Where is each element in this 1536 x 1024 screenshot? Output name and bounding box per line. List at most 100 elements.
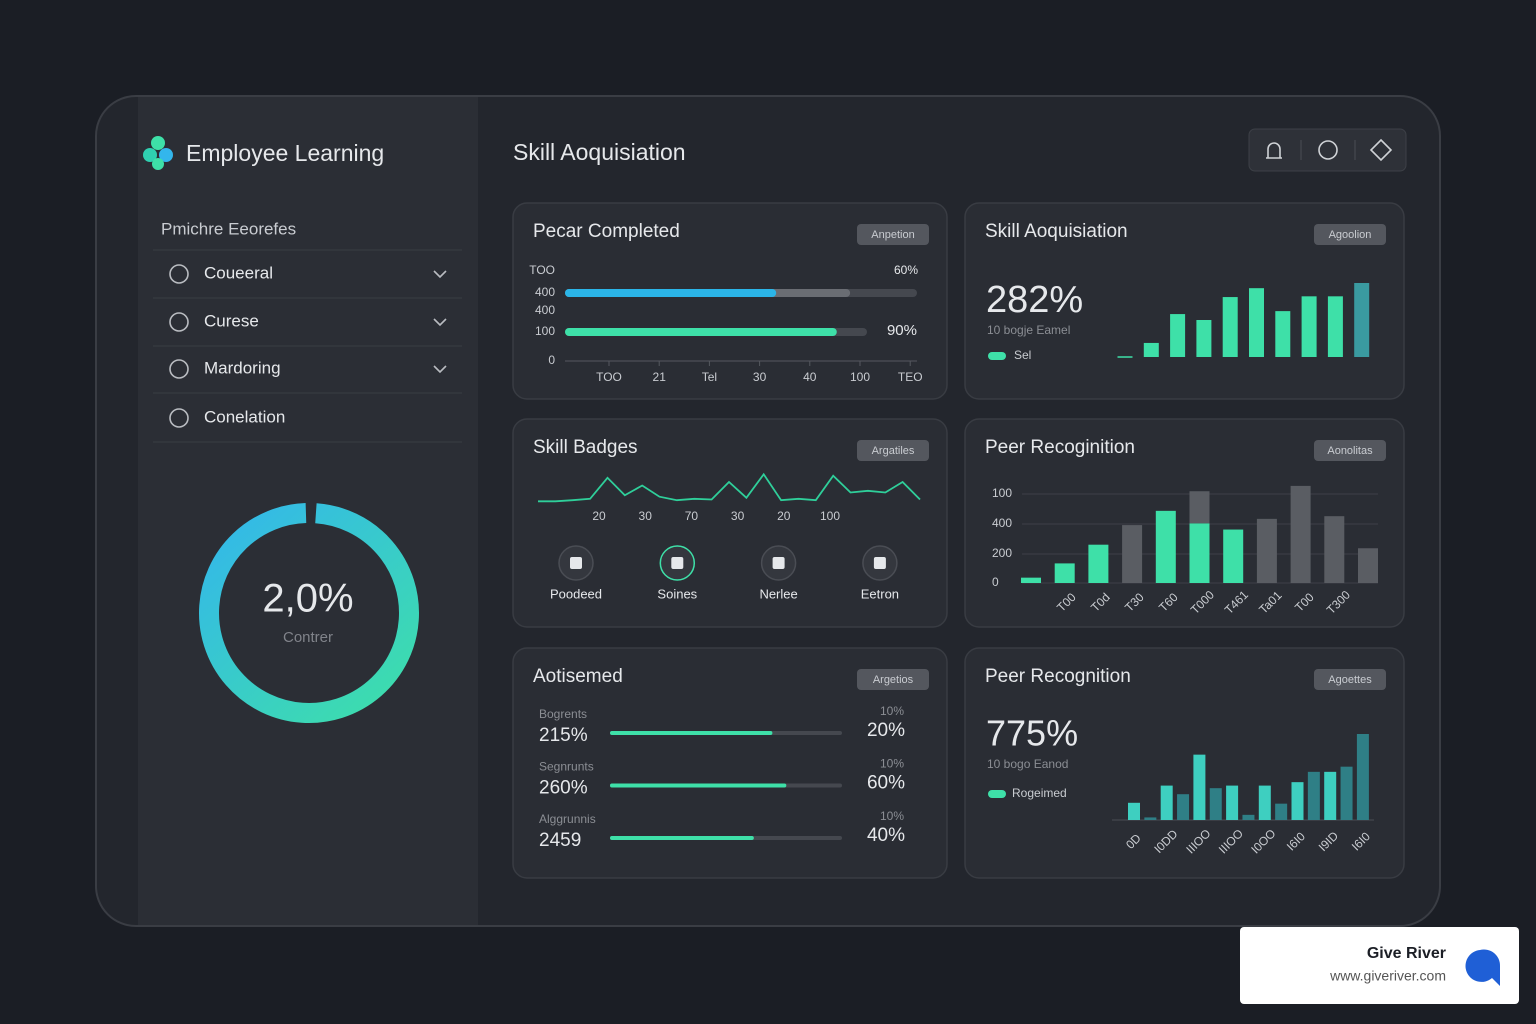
x-label: 30 <box>639 509 653 523</box>
y-label: TOO <box>529 263 555 277</box>
row-note: 10% <box>880 704 904 718</box>
row-note: 10% <box>880 809 904 823</box>
badge <box>1314 224 1386 245</box>
x-label: Tel <box>702 370 717 384</box>
card-title: Skill Badges <box>533 437 638 458</box>
badge-item-label: Nerlee <box>759 586 797 601</box>
bar <box>1054 563 1075 583</box>
bar <box>1290 485 1311 583</box>
badge-label: Anpetion <box>871 229 914 241</box>
bar <box>1170 314 1186 357</box>
legend-label: Rogeimed <box>1012 786 1067 800</box>
card <box>964 202 1405 400</box>
y-label: 100 <box>535 324 555 338</box>
menu-label: Coueeral <box>204 263 273 282</box>
kpi-sub: 10 bogje Eamel <box>987 323 1070 337</box>
badge <box>1314 440 1386 461</box>
menu-icon <box>169 264 189 284</box>
badge-glyph <box>772 557 785 569</box>
bar <box>1128 802 1140 820</box>
x-label: TOO <box>596 370 622 384</box>
y-label: 0 <box>992 575 999 589</box>
chevron[interactable] <box>433 270 447 279</box>
bar <box>1291 782 1304 820</box>
bar <box>1189 523 1210 583</box>
chevron[interactable] <box>433 318 447 327</box>
bar <box>1193 754 1206 820</box>
bar <box>1307 771 1320 820</box>
x-label: 100 <box>820 509 840 523</box>
page-title: Skill Aoquisiation <box>513 139 686 165</box>
chevron[interactable] <box>433 365 447 374</box>
menu-label: Curese <box>204 311 259 330</box>
row-value: 215% <box>539 725 588 746</box>
ring-value: 2,0% <box>262 577 353 621</box>
card-title: Skill Aoquisiation <box>985 221 1128 242</box>
bar <box>1324 516 1345 583</box>
bar <box>1258 785 1271 820</box>
logo <box>143 136 173 170</box>
progress-fill <box>610 783 787 788</box>
progress-ring <box>199 503 419 723</box>
card-title: Peer Recognition <box>985 666 1131 687</box>
badge <box>857 669 929 690</box>
badge-label: Agoolion <box>1329 229 1372 241</box>
y-label: 100 <box>992 486 1012 500</box>
bar <box>1275 803 1288 820</box>
bar-label: 60% <box>894 263 918 277</box>
menu-icon <box>169 312 189 332</box>
bar <box>1117 356 1133 358</box>
bar <box>1155 510 1176 583</box>
row-result: 40% <box>867 825 905 846</box>
card <box>512 202 948 400</box>
y-label: 400 <box>535 303 555 317</box>
bar <box>1189 491 1210 524</box>
toolbar <box>1248 128 1407 172</box>
nav-icon[interactable] <box>1369 138 1393 162</box>
x-label: 21 <box>653 370 667 384</box>
menu-label: Mardoring <box>204 358 281 377</box>
row-note: 10% <box>880 757 904 771</box>
progress-fill <box>610 731 773 735</box>
bar <box>1122 525 1143 583</box>
y-label: 400 <box>992 516 1012 530</box>
x-label: 20 <box>592 509 606 523</box>
badge-item-label: Eetron <box>861 586 899 601</box>
badge-label: Agoettes <box>1328 674 1372 686</box>
bar <box>1340 766 1353 820</box>
bell-icon[interactable] <box>1266 142 1282 159</box>
bar <box>1249 288 1264 357</box>
y-label: 0 <box>548 353 555 367</box>
bar-fill <box>565 289 777 297</box>
x-label: TEO <box>898 370 923 384</box>
row-result: 60% <box>867 773 905 794</box>
bar <box>1226 785 1239 820</box>
section-title: Pmichre Eeorefes <box>161 219 296 238</box>
row-value: 2459 <box>539 830 581 851</box>
bar <box>1196 320 1212 357</box>
bar <box>1144 817 1157 820</box>
bar <box>1242 814 1255 820</box>
row-caption: Segnrunts <box>539 760 594 774</box>
bar <box>1160 785 1173 820</box>
card-title: Peer Recoginition <box>985 437 1135 458</box>
bar <box>1301 296 1317 357</box>
badge <box>857 224 929 245</box>
bar <box>1177 794 1190 820</box>
menu-icon <box>169 359 189 379</box>
bar <box>1209 788 1222 820</box>
badge-item-label: Soines <box>657 586 697 601</box>
bar <box>1358 548 1378 583</box>
watermark-url: www.giveriver.com <box>1329 968 1446 984</box>
bar <box>1256 518 1277 583</box>
sidebar <box>138 97 478 925</box>
x-label: 20 <box>777 509 791 523</box>
badge <box>1314 669 1386 690</box>
bar <box>1088 544 1109 583</box>
row-value: 260% <box>539 778 588 799</box>
settings-icon[interactable] <box>1318 140 1338 160</box>
card <box>512 418 948 628</box>
badge-glyph <box>671 557 684 569</box>
kpi: 282% <box>986 279 1083 321</box>
